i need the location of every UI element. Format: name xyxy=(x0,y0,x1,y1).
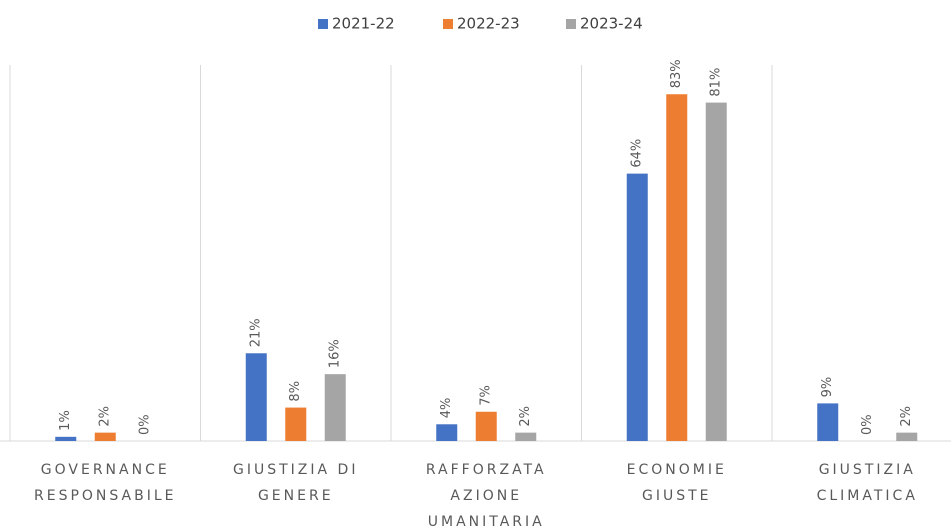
data-label: 4% xyxy=(439,398,454,419)
bar xyxy=(626,173,648,441)
data-label: 1% xyxy=(58,410,73,431)
bar xyxy=(817,403,839,441)
x-tick-label: GIUSTIZIA xyxy=(819,462,916,478)
bar xyxy=(515,432,537,441)
x-tick-label: GENERE xyxy=(258,488,334,504)
data-label: 81% xyxy=(709,68,724,97)
bar xyxy=(94,432,116,441)
bar xyxy=(666,94,688,441)
x-tick-label: ECONOMIE xyxy=(627,462,727,478)
data-label: 64% xyxy=(630,139,645,168)
data-label: 8% xyxy=(288,381,303,402)
legend-swatch xyxy=(443,19,453,29)
data-label: 16% xyxy=(328,339,343,368)
x-tick-label: RAFFORZATA xyxy=(426,462,547,478)
x-tick-label: UMANITARIA xyxy=(428,514,545,530)
data-label: 2% xyxy=(899,406,914,427)
data-label: 83% xyxy=(669,59,684,88)
bar xyxy=(475,411,497,441)
bar xyxy=(324,374,346,441)
x-tick-label: GIUSTIZIA DI xyxy=(233,462,358,478)
legend-label: 2023-24 xyxy=(580,15,643,33)
bar xyxy=(896,432,918,441)
bar xyxy=(245,353,267,441)
data-label: 0% xyxy=(860,414,875,435)
data-label: 2% xyxy=(98,406,113,427)
x-tick-label: RESPONSABILE xyxy=(34,488,177,504)
x-tick-label: GIUSTE xyxy=(642,488,712,504)
legend-swatch xyxy=(566,19,576,29)
x-tick-label: AZIONE xyxy=(450,488,522,504)
x-tick-label: CLIMATICA xyxy=(817,488,918,504)
legend-label: 2022-23 xyxy=(457,15,520,33)
data-label: 9% xyxy=(820,377,835,398)
bar xyxy=(436,424,458,441)
data-label: 21% xyxy=(249,318,264,347)
bar xyxy=(285,407,307,441)
legend-label: 2021-22 xyxy=(332,15,395,33)
data-label: 0% xyxy=(137,414,152,435)
bar xyxy=(55,436,77,441)
bar xyxy=(705,102,727,441)
x-tick-label: GOVERNANCE xyxy=(41,462,170,478)
data-label: 7% xyxy=(479,385,494,406)
data-label: 2% xyxy=(518,406,533,427)
legend-swatch xyxy=(318,19,328,29)
